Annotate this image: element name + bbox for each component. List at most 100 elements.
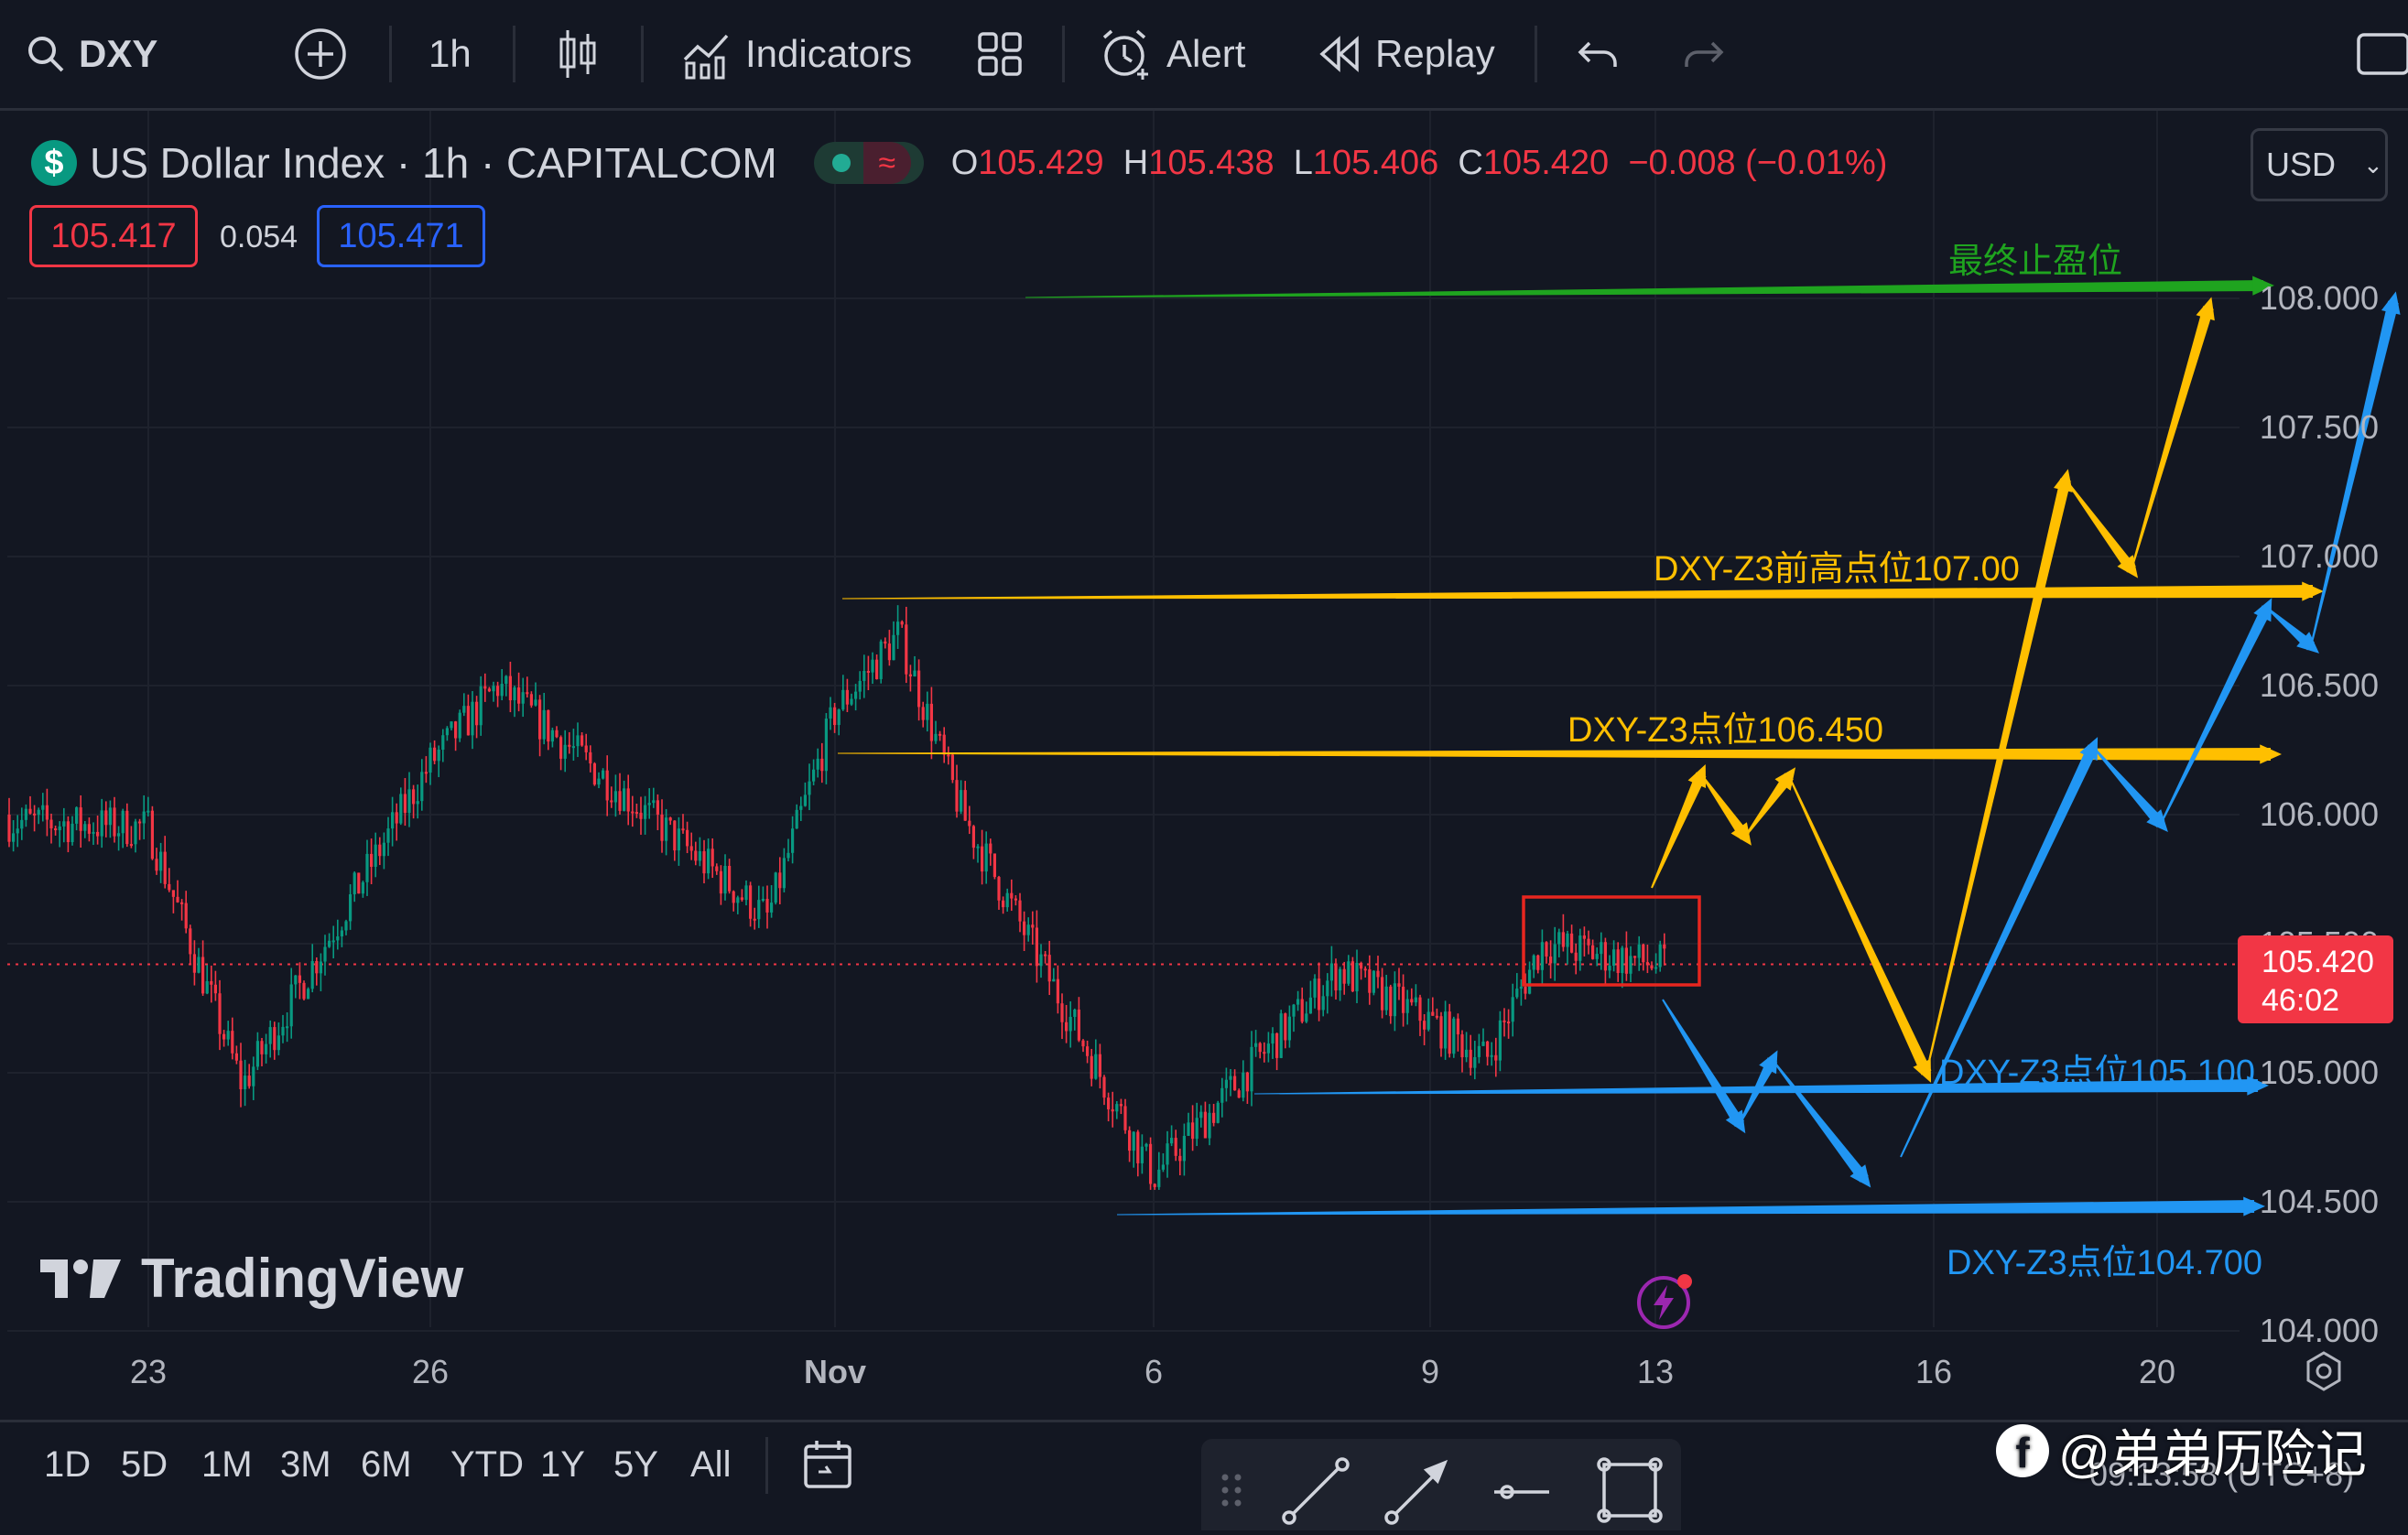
candle-body <box>1132 1131 1135 1151</box>
range-button-3m[interactable]: 3M <box>280 1444 331 1485</box>
range-button-1y[interactable]: 1Y <box>540 1444 585 1485</box>
candle-body <box>1191 1122 1195 1140</box>
range-button-5y[interactable]: 5Y <box>613 1444 658 1485</box>
candle-body <box>1405 999 1409 1013</box>
candle-body <box>1233 1076 1237 1091</box>
range-button-6m[interactable]: 6M <box>361 1444 412 1485</box>
events-button[interactable] <box>1635 1270 1696 1335</box>
candle-body <box>441 735 445 751</box>
candle-body <box>563 744 567 759</box>
price-axis-label: 107.500 <box>2259 408 2379 446</box>
candle-body <box>710 849 714 867</box>
arrow-head <box>2252 276 2274 296</box>
range-button-5d[interactable]: 5D <box>121 1444 168 1485</box>
candle-body <box>1077 1009 1080 1041</box>
layouts-button[interactable] <box>976 0 1024 108</box>
range-button-all[interactable]: All <box>690 1444 732 1485</box>
toolbar-divider <box>1062 26 1065 82</box>
timezone-clock[interactable]: 09:13:58 (UTC+8) <box>2089 1455 2355 1493</box>
toolbar-divider <box>513 26 515 82</box>
candle-body <box>1342 968 1346 984</box>
time-axis-label: Nov <box>803 1353 867 1390</box>
currency-label: USD <box>2266 146 2337 183</box>
range-button-1m[interactable]: 1M <box>201 1444 253 1485</box>
level-106450-label: DXY-Z3点位106.450 <box>1567 711 1884 750</box>
candle-body <box>795 809 798 829</box>
market-open-dot-icon <box>831 154 851 172</box>
fullscreen-button[interactable] <box>2357 0 2408 108</box>
arrow-head <box>2302 581 2324 601</box>
yellow-projection-segment <box>1925 478 2071 1074</box>
chart-type-button[interactable] <box>557 0 599 108</box>
candle-body <box>526 692 529 695</box>
candle-body <box>778 872 782 889</box>
candle-body <box>1582 935 1586 939</box>
candle-body <box>1271 1032 1275 1044</box>
candle-body <box>466 706 470 736</box>
candle-body <box>989 843 992 854</box>
candle-body <box>644 805 647 819</box>
candle-body <box>875 659 879 679</box>
range-button-1d[interactable]: 1D <box>44 1444 92 1485</box>
candle-body <box>1645 962 1649 966</box>
price-axis-label: 107.000 <box>2259 537 2379 575</box>
candle-body <box>1068 1016 1072 1032</box>
candle-body <box>391 812 395 829</box>
candle-body <box>1237 1090 1241 1098</box>
candle-body <box>159 851 163 871</box>
sell-price-button[interactable]: 105.417 <box>29 205 198 267</box>
candle-body <box>407 789 411 814</box>
candle-body <box>1629 956 1632 974</box>
candle-body <box>349 894 353 922</box>
axis-settings-button[interactable] <box>2304 1351 2344 1396</box>
legend-title[interactable]: US Dollar Index · 1h · CAPITALCOM <box>90 139 777 187</box>
candle-body <box>521 692 525 704</box>
compare-symbol-button[interactable] <box>293 0 348 108</box>
candle-body <box>1469 1049 1472 1068</box>
buy-price-button[interactable]: 105.471 <box>317 205 485 267</box>
candle-body <box>479 686 483 726</box>
candle-body <box>770 903 774 913</box>
candle-body <box>496 686 500 697</box>
level-105100-label: DXY-Z3点位105.100 <box>1939 1054 2256 1092</box>
candle-body <box>1654 967 1658 969</box>
replay-label: Replay <box>1375 32 1495 75</box>
indicators-button[interactable]: Indicators <box>681 0 912 108</box>
candle-body <box>597 778 601 785</box>
goto-date-button[interactable] <box>800 1437 855 1497</box>
candle-body <box>1439 1016 1443 1049</box>
candle-body <box>1321 996 1325 1011</box>
candle-body <box>728 865 732 892</box>
candle-body <box>921 707 925 720</box>
symbol-search-button[interactable]: DXY <box>26 0 157 108</box>
candle-body <box>799 805 803 810</box>
candle-body <box>584 745 588 752</box>
market-status-badge[interactable]: ≈ <box>813 142 924 184</box>
candle-body <box>108 807 112 826</box>
candle-body <box>529 694 533 706</box>
tradingview-watermark[interactable]: TradingView <box>37 1247 463 1310</box>
yellow-projection-segment <box>2065 479 2136 573</box>
candle-body <box>900 622 904 625</box>
candle-body <box>1557 932 1561 945</box>
candle-body <box>635 812 638 815</box>
final-take-profit-line <box>1025 280 2264 298</box>
interval-button[interactable]: 1h <box>428 0 472 108</box>
arrow-head <box>2243 1196 2265 1216</box>
candle-body <box>1477 1045 1481 1057</box>
candle-body <box>1431 1011 1435 1016</box>
candle-body <box>1566 933 1569 947</box>
candle-body <box>1002 900 1005 908</box>
range-button-ytd[interactable]: YTD <box>450 1444 524 1485</box>
redo-button[interactable] <box>1681 0 1725 108</box>
candle-body <box>71 823 74 843</box>
candle-body <box>1465 1049 1469 1058</box>
candle-body <box>1452 1018 1456 1054</box>
currency-select[interactable]: USD ⌄ <box>2251 128 2388 201</box>
replay-button[interactable]: Replay <box>1317 0 1495 108</box>
alert-button[interactable]: Alert <box>1099 0 1245 108</box>
candle-body <box>49 819 53 829</box>
chevron-down-icon: ⌄ <box>2363 150 2383 178</box>
undo-button[interactable] <box>1577 0 1621 108</box>
